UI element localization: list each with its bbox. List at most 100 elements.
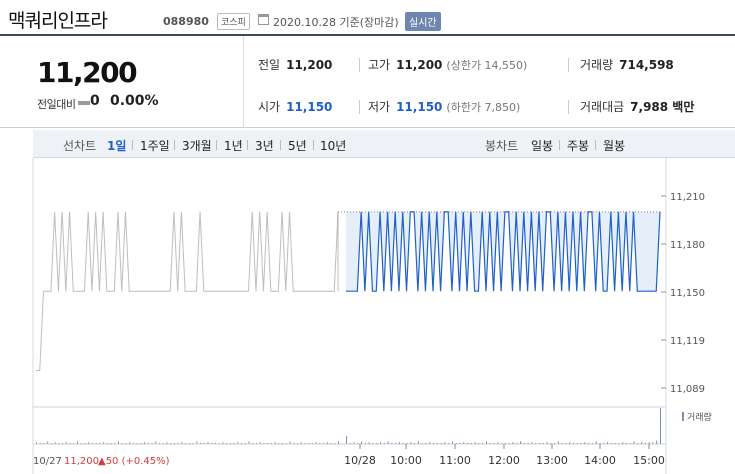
volume-bar [222, 442, 224, 444]
trade-amount: 거래대금 7,988 백만 [580, 98, 694, 115]
volume-bar [644, 443, 646, 444]
tab-1y[interactable]: 1년 [224, 139, 243, 153]
volume-bar [349, 443, 351, 444]
chart-tabs: 선차트 1일 1주일 3개월 1년 3년 5년 10년 봉차트 일봉 주봉 월봉 [33, 130, 735, 158]
tab-divider [313, 140, 314, 150]
x-tick-label: 13:00 [536, 454, 568, 467]
tab-10y[interactable]: 10년 [320, 139, 347, 153]
base-date: 2020.10.28 기준(장마감) [273, 16, 399, 29]
volume-bar [535, 443, 537, 444]
volume-bar [267, 443, 269, 444]
volume-bar [36, 442, 37, 444]
tab-1d[interactable]: 1일 [107, 139, 127, 153]
tab-weekly[interactable]: 주봉 [567, 139, 590, 153]
volume-bar [459, 443, 461, 444]
cell-divider [359, 58, 360, 72]
volume-bar [448, 443, 450, 444]
volume-bar [263, 443, 265, 444]
volume-bar [429, 442, 431, 444]
volume-bar [259, 442, 261, 444]
volume-bar [144, 442, 146, 444]
volume-bar [77, 441, 79, 444]
volume-bar [501, 443, 503, 444]
tab-monthly[interactable]: 월봉 [603, 139, 626, 153]
volume-bar [39, 443, 41, 444]
volume-bar [398, 442, 400, 444]
open-label: 시가 [258, 100, 281, 114]
volume-bar [43, 443, 45, 444]
y-tick-label: 11,150 [670, 288, 705, 299]
volume-bar [136, 443, 138, 444]
volume-bar [546, 442, 548, 444]
volume-legend-swatch [682, 412, 684, 421]
volume-bar [188, 443, 190, 444]
plot-background [33, 158, 666, 474]
volume-bar [319, 443, 321, 444]
volume-bar [334, 443, 336, 444]
volume-bar [625, 443, 627, 444]
volume-bar [542, 443, 544, 444]
volume-bar [402, 443, 404, 444]
x-tick-label: 14:00 [584, 454, 616, 467]
stock-name[interactable]: 맥쿼리인프라 [8, 10, 108, 32]
tab-daily[interactable]: 일봉 [531, 139, 554, 153]
volume-bar [296, 443, 298, 444]
line-chart-label: 선차트 [63, 139, 97, 153]
volume-bar [557, 441, 559, 444]
volume-bar [436, 443, 438, 444]
volume-bar [218, 443, 220, 444]
volume-bar [538, 443, 540, 444]
intraday-chart[interactable]: 11,210 11,180 11,150 11,119 11,089 10/28 10:0… [0, 158, 735, 474]
low-price: 저가 11,150 (하한가 7,850) [368, 98, 520, 115]
volume-bar [550, 443, 552, 444]
volume-bar [470, 443, 472, 444]
tab-3y[interactable]: 3년 [255, 139, 274, 153]
prev-close: 전일 11,200 [258, 56, 332, 73]
stock-header: 맥쿼리인프라 088980 코스피 2020.10.28 기준(장마감) 실시간 [0, 0, 735, 36]
open-value: 11,150 [286, 100, 333, 114]
volume-bar [274, 442, 276, 444]
chart-footer: 거래량 10/27 11,200 ▲50 (+0.45%) [33, 411, 712, 467]
amount-value: 7,988 백만 [630, 100, 695, 114]
volume-bar [504, 443, 506, 444]
low-value: 11,150 [396, 100, 443, 114]
volume-bar [99, 443, 101, 444]
volume-bar [410, 442, 412, 444]
y-tick-label: 11,180 [670, 240, 705, 251]
volume-bar [444, 442, 446, 444]
volume-bar [512, 442, 514, 444]
prev-day-date: 10/27 [33, 456, 62, 467]
cell-divider [568, 58, 569, 72]
realtime-button[interactable]: 실시간 [405, 12, 441, 31]
tab-1w[interactable]: 1주일 [140, 139, 170, 153]
volume-bar [200, 443, 202, 444]
volume-bar [54, 442, 56, 444]
volume-bar [121, 443, 123, 444]
volume-bar [147, 443, 149, 444]
volume-bar [170, 443, 172, 444]
volume-bar [311, 443, 313, 444]
volume-bar [248, 441, 250, 444]
volume-bar [637, 443, 639, 444]
volume-bar [648, 442, 650, 444]
tab-3m[interactable]: 3개월 [182, 139, 212, 153]
volume-bar [244, 443, 246, 444]
volume-bar [50, 443, 52, 444]
volume-bar [561, 443, 563, 444]
volume-bar [417, 441, 419, 444]
change-value: 0 [90, 93, 100, 109]
tab-5y[interactable]: 5년 [288, 139, 307, 153]
volume-bar [489, 443, 491, 444]
volume-bar [641, 442, 643, 444]
volume-bar [569, 442, 571, 444]
volume-bar [414, 443, 416, 444]
volume-bar [103, 442, 105, 444]
volume-bar [80, 443, 82, 444]
volume-bar [229, 443, 231, 444]
high-label: 고가 [368, 58, 391, 72]
volume: 거래량 714,598 [580, 56, 674, 73]
volume-bar [588, 443, 590, 444]
volume-bar [633, 441, 635, 444]
volume-bar [660, 408, 661, 444]
x-axis: 10/28 10:00 11:00 12:00 13:00 14:00 15:00 [344, 444, 665, 467]
